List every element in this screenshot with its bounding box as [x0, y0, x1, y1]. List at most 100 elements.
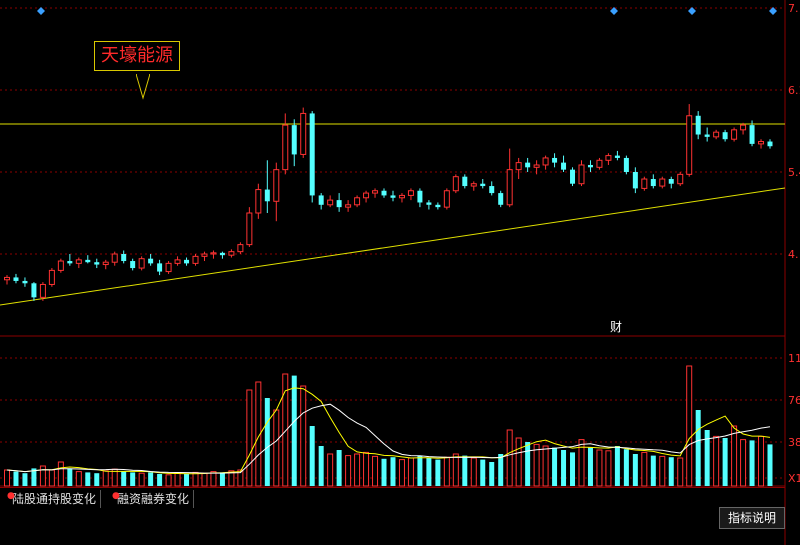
indicator-tab-bar: ● 陆股通持股变化 ● 融资融券变化 — [0, 487, 785, 509]
candle-body-down — [668, 179, 674, 184]
candle-body-up — [165, 262, 172, 273]
volume-bar-down — [722, 438, 728, 486]
volume-bar-up — [345, 455, 352, 487]
event-diamond-icon — [688, 7, 696, 15]
candle-body-down — [435, 204, 441, 208]
candle-body-down — [94, 262, 100, 265]
candle-body-down — [85, 259, 91, 263]
candle-body-up — [210, 252, 217, 255]
candle-body-up — [174, 259, 181, 264]
volume-bar-up — [641, 451, 648, 487]
volume-bar-down — [219, 472, 225, 486]
volume-bar-down — [749, 440, 755, 486]
volume-bar-down — [498, 454, 504, 486]
volume-bar-down — [67, 468, 73, 486]
candle-body-down — [13, 277, 19, 281]
candle-body-up — [605, 155, 612, 161]
candle-body-up — [138, 258, 145, 269]
candle-body-down — [381, 190, 387, 196]
candle-body-up — [713, 131, 720, 138]
volume-bar-down — [480, 459, 486, 486]
candle-body-up — [327, 199, 334, 206]
candle-body-down — [498, 193, 504, 205]
volume-bar-up — [57, 461, 64, 487]
candle-body-down — [561, 162, 567, 170]
candle-body-down — [184, 259, 190, 264]
candle-body-down — [219, 252, 225, 256]
candle-body-up — [506, 169, 513, 206]
volume-bar-up — [407, 457, 414, 487]
candle-body-up — [111, 253, 118, 263]
volume-bar-up — [677, 457, 684, 487]
volume-bar-up — [228, 470, 235, 487]
volume-bars — [4, 365, 773, 487]
candle-body-down — [695, 115, 701, 135]
candle-body-down — [417, 190, 423, 203]
volume-bar-up — [201, 472, 208, 487]
candle-body-up — [596, 159, 603, 168]
volume-bar-up — [237, 469, 244, 487]
candle-body-up — [192, 255, 199, 264]
candle-body-up — [372, 190, 379, 194]
stock-name: 天壕能源 — [101, 45, 173, 66]
volume-bar-up — [39, 465, 46, 487]
candle-body-down — [767, 141, 773, 147]
indicator-help-button[interactable]: 指标说明 — [719, 507, 785, 529]
candle-body-up — [533, 164, 540, 168]
volume-bar-up — [758, 435, 765, 487]
volume-bar-up — [398, 459, 405, 487]
volume-moving-averages — [6, 387, 771, 475]
tab-margin-trading[interactable]: ● 融资融券变化 — [112, 490, 195, 508]
candle-body-up — [740, 124, 747, 131]
candlestick-series — [4, 104, 773, 301]
volume-bar-up — [102, 470, 109, 487]
candle-body-up — [48, 269, 55, 285]
price-tick-label: 7. — [788, 2, 799, 15]
candle-body-down — [426, 202, 432, 205]
candle-body-up — [363, 192, 370, 199]
volume-bar-up — [605, 450, 612, 487]
candle-body-down — [22, 280, 28, 284]
volume-bar-up — [596, 449, 603, 487]
volume-bar-up — [452, 453, 459, 487]
tab-northbound-holdings[interactable]: ● 陆股通持股变化 — [7, 490, 102, 508]
candle-body-down — [462, 176, 468, 187]
volume-bar-up — [192, 471, 199, 487]
axis-labels: 7. 6.1 5.4 4. 11 76 38 X1 — [788, 2, 800, 485]
volume-bar-up — [210, 471, 217, 487]
tab-marker-icon: ● — [112, 491, 120, 501]
candle-body-down — [623, 157, 629, 172]
volume-bar-down — [85, 472, 91, 486]
support-line — [0, 187, 786, 306]
volume-bar-down — [435, 459, 441, 486]
volume-bar-up — [327, 453, 334, 487]
candle-body-down — [390, 195, 396, 198]
volume-bar-down — [31, 468, 37, 486]
event-diamond-icon — [37, 7, 45, 15]
price-tick-label: 5.4 — [788, 166, 800, 179]
volume-bar-down — [704, 430, 710, 486]
event-diamond-icon — [610, 7, 618, 15]
volume-bar-down — [570, 452, 576, 486]
volume-bar-down — [417, 455, 423, 486]
volume-bar-down — [632, 454, 638, 486]
volume-bar-down — [426, 458, 432, 486]
trend-lines — [0, 123, 786, 306]
volume-bar-down — [157, 474, 163, 486]
candle-body-up — [228, 251, 235, 256]
candle-body-up — [470, 183, 477, 187]
volume-bar-down — [381, 458, 387, 486]
volume-bar-down — [623, 449, 629, 486]
candle-body-up — [542, 157, 549, 166]
candle-body-down — [336, 200, 342, 208]
volume-bar-down — [767, 444, 773, 486]
volume-bar-down — [148, 472, 154, 486]
candle-body-up — [443, 190, 450, 208]
volume-bar-down — [650, 455, 656, 486]
candle-body-down — [480, 183, 486, 187]
candle-body-down — [309, 113, 315, 196]
candle-body-up — [345, 204, 352, 208]
volume-bar-up — [372, 455, 379, 487]
candle-body-up — [677, 173, 684, 185]
candle-body-down — [318, 195, 324, 205]
